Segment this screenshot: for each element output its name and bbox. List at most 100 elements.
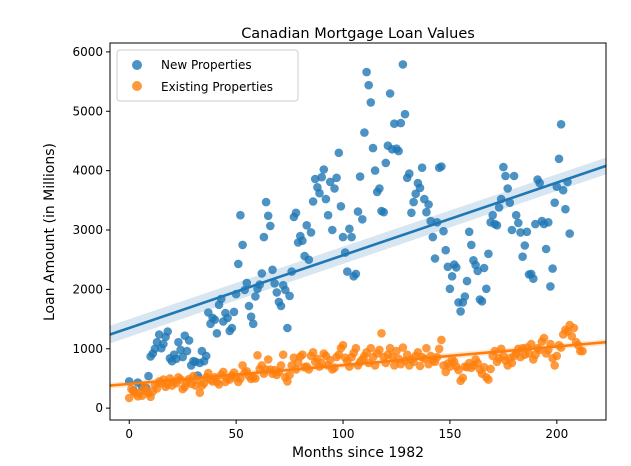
point-new-properties-103 (353, 207, 363, 216)
point-new-properties-123 (396, 118, 406, 128)
point-existing-properties-98 (334, 350, 344, 360)
point-new-properties-67 (276, 301, 286, 311)
point-new-properties-5 (144, 371, 153, 381)
point-new-properties-156 (467, 240, 476, 250)
point-new-properties-63 (268, 265, 277, 275)
plot-area (109, 60, 607, 403)
point-new-properties-118 (385, 89, 395, 98)
point-new-properties-124 (398, 60, 408, 69)
point-existing-properties-44 (219, 367, 228, 377)
point-new-properties-92 (330, 184, 339, 193)
point-new-properties-176 (509, 171, 519, 181)
point-new-properties-188 (535, 178, 544, 188)
point-existing-properties-146 (437, 335, 446, 345)
point-new-properties-163 (482, 284, 491, 294)
point-new-properties-20 (176, 345, 185, 355)
point-new-properties-65 (272, 288, 282, 297)
point-new-properties-175 (507, 225, 517, 235)
point-new-properties-168 (492, 221, 502, 230)
point-new-properties-128 (407, 208, 416, 218)
point-new-properties-111 (370, 166, 380, 175)
point-new-properties-71 (285, 291, 294, 301)
point-new-properties-74 (291, 208, 301, 218)
point-existing-properties-212 (578, 346, 587, 356)
point-existing-properties-0 (124, 393, 134, 403)
point-new-properties-59 (259, 232, 269, 242)
point-new-properties-115 (379, 207, 389, 217)
point-new-properties-8 (150, 344, 160, 354)
point-new-properties-82 (308, 197, 318, 206)
axes-frame (109, 42, 607, 421)
point-new-properties-192 (544, 218, 553, 227)
point-new-properties-125 (400, 109, 410, 119)
chart-title: Canadian Mortgage Loan Values (241, 26, 475, 42)
x-axis-ticks: 0 50 100 150 200 (125, 420, 568, 441)
point-existing-properties-179 (507, 358, 517, 368)
point-existing-properties-122 (385, 343, 395, 353)
point-new-properties-87 (319, 165, 329, 174)
point-existing-properties-81 (298, 350, 307, 360)
point-new-properties-202 (565, 229, 574, 238)
point-new-properties-53 (246, 312, 256, 322)
point-existing-properties-154 (454, 365, 463, 375)
point-new-properties-51 (242, 278, 252, 288)
point-new-properties-37 (212, 329, 222, 338)
point-new-properties-98 (343, 267, 352, 276)
y-tick-label: 5000 (72, 104, 103, 118)
point-new-properties-109 (366, 98, 376, 107)
point-new-properties-151 (456, 307, 465, 316)
point-existing-properties-59 (251, 374, 260, 383)
point-new-properties-137 (426, 216, 436, 226)
legend: New Properties Existing Properties (116, 49, 299, 102)
point-new-properties-195 (550, 198, 559, 207)
point-new-properties-12 (159, 339, 168, 349)
point-existing-properties-75 (285, 370, 294, 380)
point-existing-properties-163 (473, 358, 483, 368)
point-new-properties-24 (184, 336, 194, 345)
point-new-properties-102 (351, 269, 361, 279)
y-tick-label: 6000 (72, 45, 103, 59)
point-new-properties-180 (518, 252, 527, 261)
point-new-properties-173 (503, 184, 512, 193)
point-new-properties-91 (328, 225, 337, 235)
point-new-properties-64 (270, 279, 279, 288)
point-existing-properties-117 (375, 345, 384, 355)
point-existing-properties-113 (366, 343, 376, 353)
point-new-properties-191 (541, 244, 551, 254)
legend-marker-new-properties (132, 60, 142, 70)
point-new-properties-181 (520, 241, 530, 250)
point-new-properties-86 (317, 172, 327, 182)
point-existing-properties-125 (392, 346, 401, 356)
point-new-properties-45 (229, 307, 239, 317)
point-new-properties-138 (428, 232, 438, 242)
point-new-properties-199 (558, 185, 568, 195)
point-new-properties-36 (210, 315, 220, 325)
point-new-properties-90 (325, 177, 335, 187)
point-new-properties-42 (223, 313, 232, 323)
point-new-properties-93 (332, 173, 341, 183)
point-new-properties-178 (514, 218, 523, 228)
point-new-properties-104 (355, 172, 365, 181)
point-new-properties-120 (390, 119, 399, 128)
point-new-properties-177 (511, 210, 521, 220)
point-new-properties-122 (394, 146, 403, 156)
point-new-properties-166 (488, 210, 498, 220)
y-axis-ticks: 0 1000 2000 3000 4000 5000 6000 (72, 45, 110, 415)
point-existing-properties-52 (236, 374, 245, 383)
x-tick-label: 150 (438, 427, 461, 441)
point-new-properties-127 (405, 169, 414, 178)
point-new-properties-69 (281, 285, 290, 295)
point-new-properties-154 (462, 276, 472, 286)
point-existing-properties-71 (276, 361, 286, 370)
point-new-properties-169 (494, 203, 504, 212)
point-existing-properties-207 (567, 332, 577, 341)
point-new-properties-159 (473, 266, 483, 276)
regression-line-existing-properties (109, 340, 607, 387)
point-existing-properties-169 (486, 364, 495, 374)
point-existing-properties-168 (484, 375, 493, 384)
point-new-properties-135 (422, 207, 431, 217)
point-new-properties-23 (182, 346, 192, 356)
point-new-properties-47 (234, 259, 243, 269)
point-new-properties-96 (338, 232, 348, 242)
point-existing-properties-139 (422, 343, 431, 353)
